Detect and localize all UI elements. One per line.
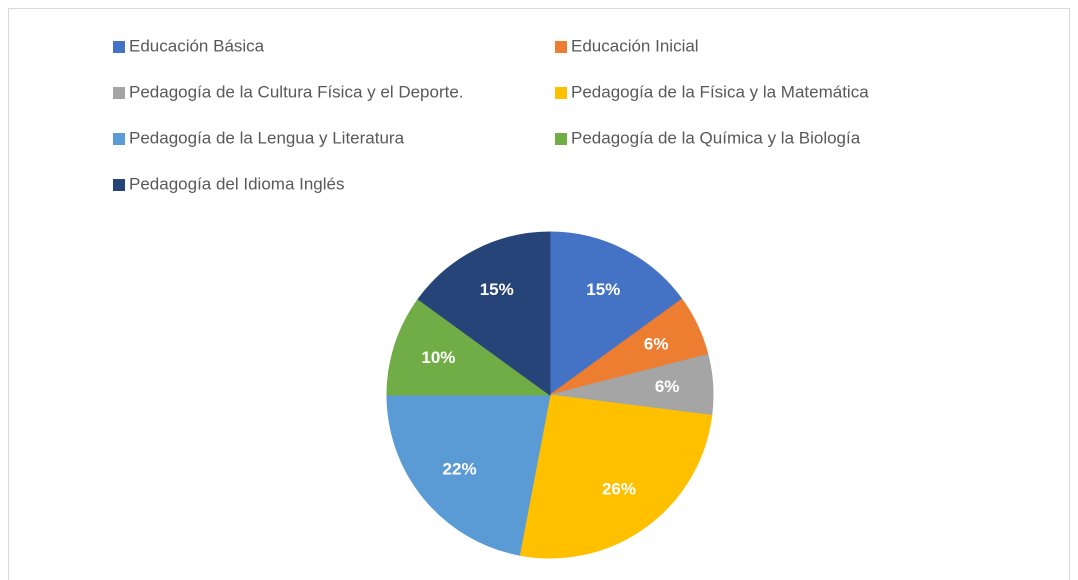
legend-label: Pedagogía de la Lengua y Literatura — [129, 128, 405, 147]
legend-swatch — [113, 179, 125, 191]
legend-swatch — [113, 41, 125, 53]
pie-slice — [386, 394, 551, 556]
data-label: 15% — [586, 280, 620, 299]
legend-label: Educación Básica — [129, 36, 265, 55]
data-label: 26% — [602, 479, 636, 498]
data-label: 15% — [480, 280, 514, 299]
legend-swatch — [555, 41, 567, 53]
legend-label: Educación Inicial — [571, 36, 699, 55]
legend-swatch — [555, 87, 567, 99]
pie-slice — [386, 298, 552, 396]
pie-slice — [417, 231, 551, 396]
legend-label: Pedagogía de la Química y la Biología — [571, 128, 861, 147]
data-label: 10% — [421, 348, 455, 367]
chart-frame — [8, 8, 1070, 580]
data-label: 6% — [655, 377, 680, 396]
data-label: 22% — [443, 459, 477, 478]
legend-swatch — [555, 133, 567, 145]
legend-label: Pedagogía de la Física y la Matemática — [571, 82, 869, 101]
pie-slice — [518, 394, 713, 559]
legend-label: Pedagogía de la Cultura Física y el Depo… — [129, 82, 464, 101]
legend-swatch — [113, 87, 125, 99]
pie-slice — [549, 231, 683, 396]
data-label: 6% — [644, 335, 669, 354]
legend-label: Pedagogía del Idioma Inglés — [129, 174, 345, 193]
legend-swatch — [113, 133, 125, 145]
